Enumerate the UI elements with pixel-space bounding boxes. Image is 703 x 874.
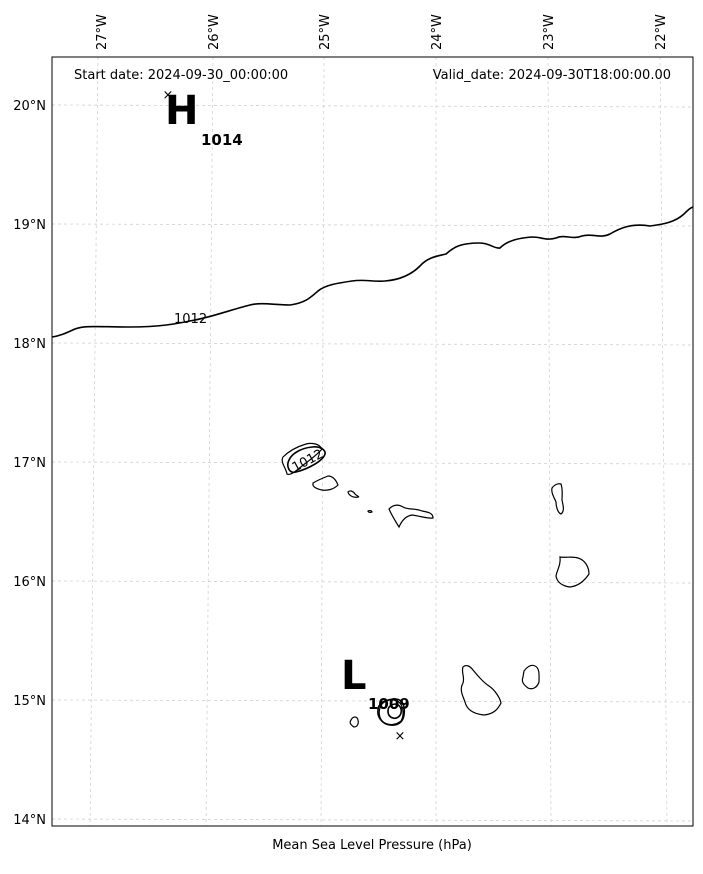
lat-label: 20°N [13,99,46,114]
lat-label: 15°N [13,694,46,709]
isobar-1012-closed [287,446,326,474]
lon-label: 24°W [430,14,445,50]
lon-label: 23°W [542,14,557,50]
high-pressure-value: 1014 [201,131,243,149]
isobar-low-inner [387,703,403,720]
longitude-labels: 27°W 26°W 25°W 24°W 23°W 22°W [95,14,669,50]
lon-label: 22°W [654,14,669,50]
gridlines [51,56,694,827]
low-pressure-symbol: L [341,653,367,699]
start-date-label: Start date: 2024-09-30_00:00:00 [74,68,288,83]
coastlines [281,442,590,728]
lon-label: 25°W [318,14,333,50]
lat-label: 19°N [13,218,46,233]
low-center-marker: × [395,729,406,744]
lat-label: 16°N [13,575,46,590]
valid-date-label: Valid_date: 2024-09-30T18:00:00.00 [433,68,671,83]
lat-label: 18°N [13,337,46,352]
lat-label: 17°N [13,456,46,471]
lon-label: 26°W [207,14,222,50]
high-center-marker: × [163,88,174,103]
map-caption: Mean Sea Level Pressure (hPa) [272,838,472,853]
map-frame [51,56,694,827]
contour-label: 1012 [174,312,207,327]
latitude-labels: 20°N 19°N 18°N 17°N 16°N 15°N 14°N [13,99,46,828]
high-pressure-symbol: H [165,88,198,134]
lat-label: 14°N [13,813,46,828]
isobar-1012 [51,206,694,338]
lon-label: 27°W [95,14,110,50]
low-pressure-value: 1009 [368,695,410,713]
